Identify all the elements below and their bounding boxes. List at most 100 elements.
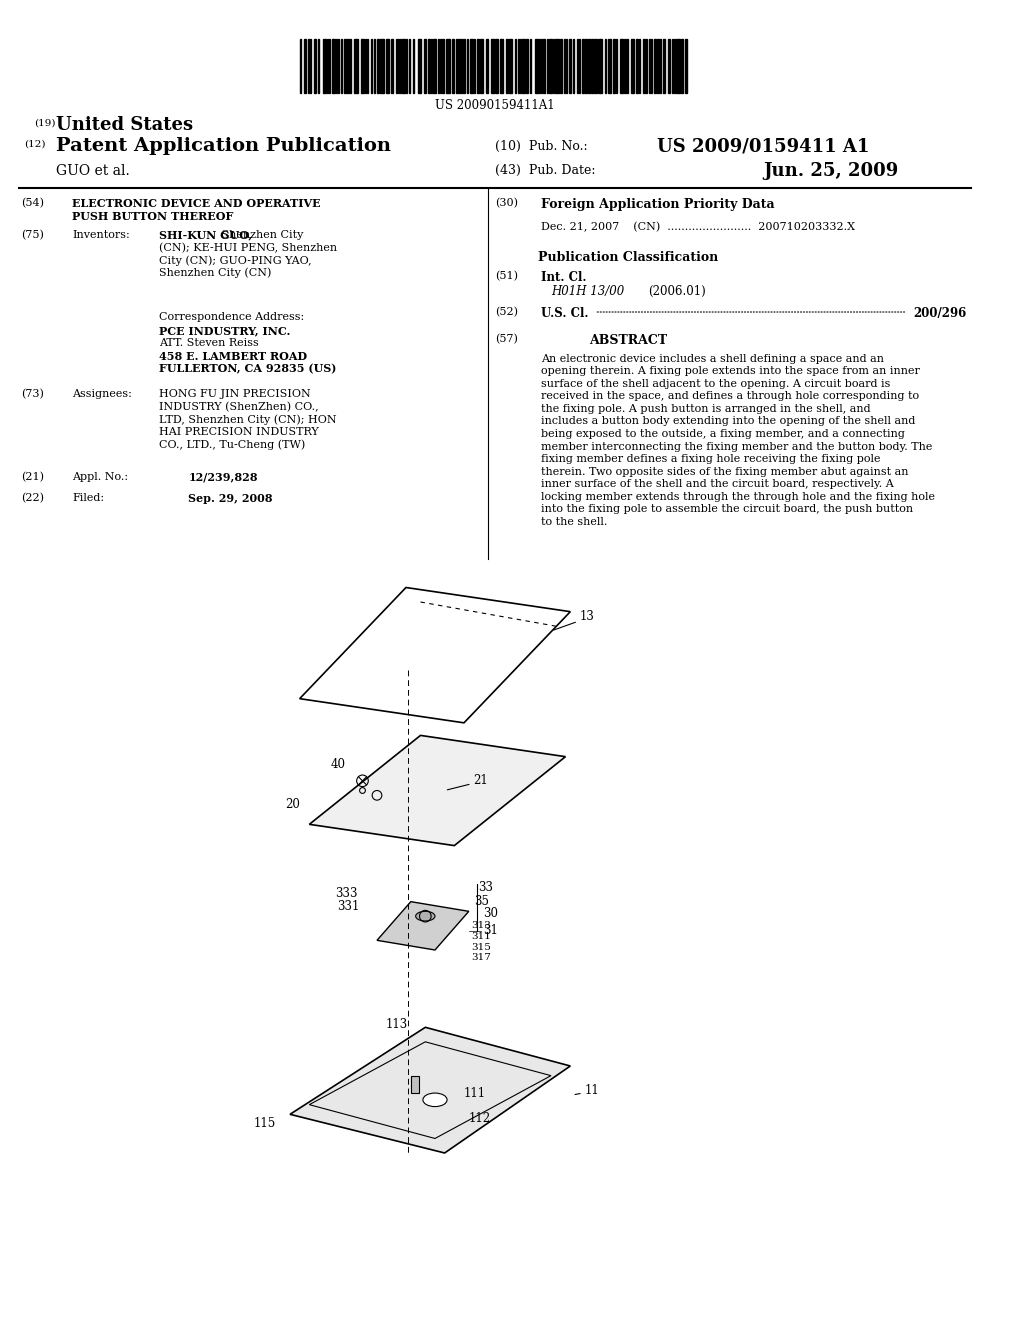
Text: 311: 311	[471, 932, 490, 941]
Bar	[620, 40, 623, 92]
Bar	[654, 40, 656, 92]
Ellipse shape	[416, 911, 435, 921]
Text: Jun. 25, 2009: Jun. 25, 2009	[764, 162, 899, 181]
Text: 40: 40	[331, 758, 346, 771]
Text: 317: 317	[471, 953, 490, 962]
Text: CO., LTD., Tu-Cheng (TW): CO., LTD., Tu-Cheng (TW)	[160, 440, 306, 450]
Text: (51): (51)	[495, 272, 518, 281]
Text: An electronic device includes a shell defining a space and an: An electronic device includes a shell de…	[542, 354, 885, 363]
Bar	[433, 40, 436, 92]
Text: HAI PRECISION INDUSTRY: HAI PRECISION INDUSTRY	[160, 428, 319, 437]
Bar	[612, 40, 614, 92]
Bar	[391, 40, 393, 92]
Text: INDUSTRY (ShenZhen) CO.,: INDUSTRY (ShenZhen) CO.,	[160, 401, 319, 412]
Bar	[676, 40, 680, 92]
Text: 331: 331	[337, 900, 359, 913]
Bar	[585, 40, 587, 92]
Text: Publication Classification: Publication Classification	[539, 251, 719, 264]
Bar	[555, 40, 559, 92]
Bar	[470, 40, 473, 92]
Text: U.S. Cl.: U.S. Cl.	[542, 308, 589, 321]
Text: Filed:: Filed:	[73, 492, 104, 503]
Text: 111: 111	[464, 1086, 486, 1100]
Text: (52): (52)	[495, 308, 518, 318]
Text: Inventors:: Inventors:	[73, 230, 130, 240]
Bar	[445, 40, 449, 92]
Bar	[608, 40, 611, 92]
Text: 21: 21	[474, 775, 488, 787]
Text: (12): (12)	[25, 140, 46, 149]
Text: 11: 11	[585, 1084, 600, 1097]
Text: 458 E. LAMBERT ROAD: 458 E. LAMBERT ROAD	[160, 351, 307, 362]
Bar	[588, 40, 590, 92]
Bar	[582, 40, 584, 92]
Text: FULLERTON, CA 92835 (US): FULLERTON, CA 92835 (US)	[160, 363, 337, 375]
Text: City (CN); GUO-PING YAO,: City (CN); GUO-PING YAO,	[160, 255, 312, 265]
Bar	[453, 40, 455, 92]
Text: 33: 33	[478, 880, 494, 894]
Text: includes a button body extending into the opening of the shell and: includes a button body extending into th…	[542, 416, 915, 426]
Polygon shape	[309, 735, 565, 846]
Ellipse shape	[423, 1093, 447, 1106]
Text: locking member extends through the through hole and the fixing hole: locking member extends through the throu…	[542, 492, 935, 502]
Text: 333: 333	[335, 887, 357, 900]
Bar	[480, 40, 483, 92]
Text: (21): (21)	[22, 471, 44, 482]
Bar	[459, 40, 461, 92]
Text: Shenzhen City (CN): Shenzhen City (CN)	[160, 268, 271, 279]
Text: H01H 13/00: H01H 13/00	[551, 285, 625, 298]
Text: 31: 31	[483, 924, 499, 937]
Bar	[560, 40, 561, 92]
Text: (57): (57)	[495, 334, 518, 345]
Bar	[599, 40, 602, 92]
Text: 315: 315	[471, 942, 490, 952]
Bar	[594, 40, 596, 92]
Text: 113: 113	[385, 1018, 408, 1031]
Text: being exposed to the outside, a fixing member, and a connecting: being exposed to the outside, a fixing m…	[542, 429, 905, 440]
Text: (43)  Pub. Date:: (43) Pub. Date:	[495, 164, 595, 177]
Bar	[500, 40, 503, 92]
Bar	[495, 40, 498, 92]
Bar	[428, 40, 430, 92]
Text: LTD, Shenzhen City (CN); HON: LTD, Shenzhen City (CN); HON	[160, 414, 337, 425]
Text: Foreign Application Priority Data: Foreign Application Priority Data	[542, 198, 775, 211]
Bar	[509, 40, 512, 92]
Bar	[362, 40, 365, 92]
Bar	[424, 40, 426, 92]
Bar	[353, 40, 357, 92]
Bar	[685, 40, 687, 92]
Bar	[402, 40, 406, 92]
Text: 30: 30	[483, 907, 499, 920]
Text: (19): (19)	[34, 119, 55, 128]
Bar	[668, 40, 670, 92]
Text: member interconnecting the fixing member and the button body. The: member interconnecting the fixing member…	[542, 441, 933, 451]
Bar	[377, 40, 379, 92]
Bar	[411, 1076, 419, 1093]
Bar	[544, 40, 545, 92]
Text: Int. Cl.: Int. Cl.	[542, 272, 587, 284]
Bar	[664, 40, 665, 92]
Text: HONG FU JIN PRECISION: HONG FU JIN PRECISION	[160, 389, 311, 400]
Bar	[681, 40, 683, 92]
Text: SHI-KUN GUO,: SHI-KUN GUO,	[160, 230, 253, 240]
Bar	[650, 40, 652, 92]
Text: PCE INDUSTRY, INC.: PCE INDUSTRY, INC.	[160, 326, 291, 337]
Text: 12/239,828: 12/239,828	[188, 471, 258, 483]
Text: ABSTRACT: ABSTRACT	[589, 334, 668, 347]
Text: Correspondence Address:: Correspondence Address:	[160, 312, 305, 322]
Bar	[347, 40, 349, 92]
Text: to the shell.: to the shell.	[542, 517, 607, 527]
Bar	[492, 40, 494, 92]
Bar	[380, 40, 384, 92]
Bar	[643, 40, 645, 92]
Text: ELECTRONIC DEVICE AND OPERATIVE: ELECTRONIC DEVICE AND OPERATIVE	[73, 198, 322, 209]
Text: PUSH BUTTON THEREOF: PUSH BUTTON THEREOF	[73, 210, 233, 222]
Text: (30): (30)	[495, 198, 518, 209]
Text: Patent Application Publication: Patent Application Publication	[56, 137, 391, 154]
Bar	[522, 40, 525, 92]
Text: (73): (73)	[22, 389, 44, 400]
Bar	[418, 40, 420, 92]
Bar	[344, 40, 346, 92]
Text: (10)  Pub. No.:: (10) Pub. No.:	[495, 140, 588, 153]
Text: Sep. 29, 2008: Sep. 29, 2008	[188, 492, 273, 504]
